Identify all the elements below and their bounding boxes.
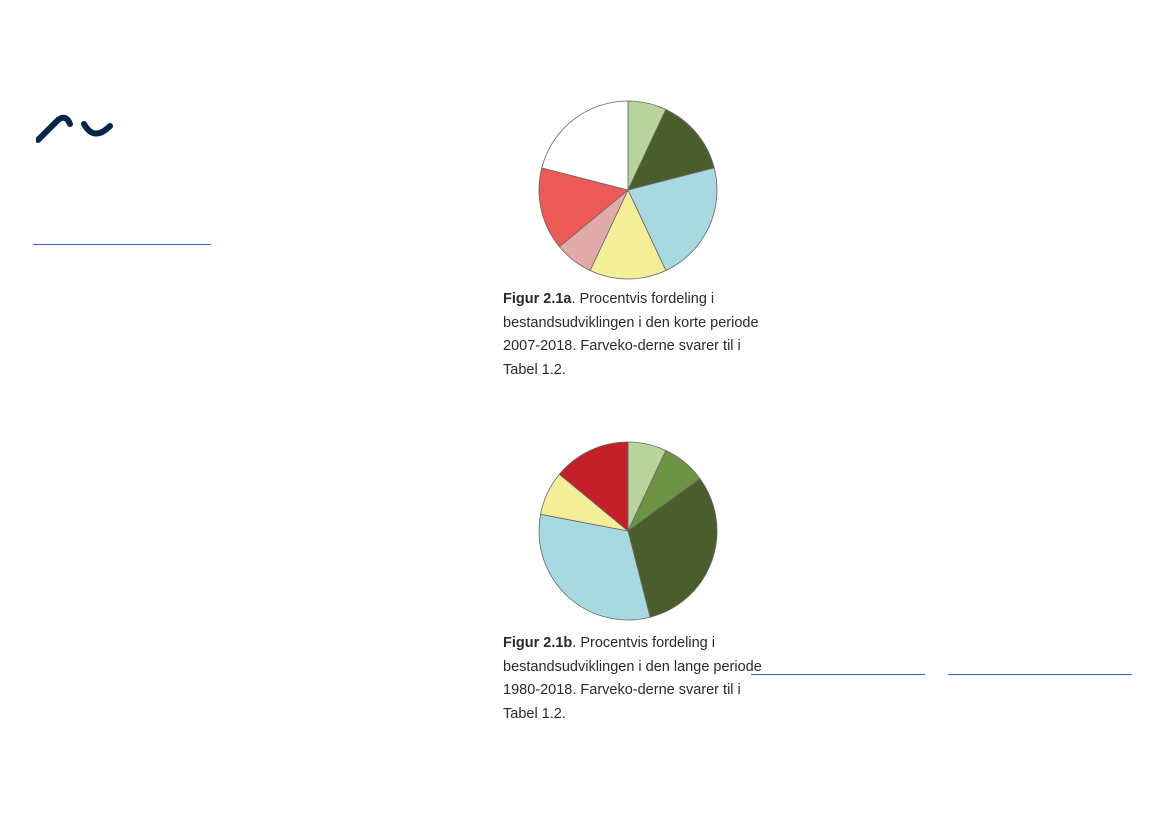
link-underline bbox=[33, 244, 211, 245]
caption-label: Figur 2.1b bbox=[503, 635, 573, 651]
link-underline bbox=[751, 674, 925, 675]
pie-chart-2-1a bbox=[530, 92, 726, 288]
pie-slice-4 bbox=[538, 513, 651, 621]
pie-chart-2-1b bbox=[530, 433, 726, 629]
pie-slice-6 bbox=[558, 441, 629, 532]
pie-chart-svg bbox=[538, 441, 718, 621]
caption-text: . Procentvis fordeling i bestandsudvikli… bbox=[503, 291, 759, 378]
pie-slice-4 bbox=[589, 189, 667, 280]
pie-slice-3 bbox=[627, 478, 718, 618]
caption-label: Figur 2.1a bbox=[503, 291, 572, 307]
au-wave-logo-icon bbox=[35, 114, 113, 143]
figure-caption: Figur 2.1a. Procentvis fordeling i besta… bbox=[503, 288, 763, 382]
pie-chart-svg bbox=[538, 100, 718, 280]
pie-slice-7 bbox=[541, 100, 629, 191]
figure-caption: Figur 2.1b. Procentvis fordeling i besta… bbox=[503, 632, 763, 726]
caption-text: . Procentvis fordeling i bestandsudvikli… bbox=[503, 635, 762, 722]
link-underline bbox=[948, 674, 1132, 675]
pie-slice-3 bbox=[627, 167, 718, 272]
pie-slice-2 bbox=[627, 108, 715, 191]
pie-slice-6 bbox=[538, 167, 629, 248]
au-logo bbox=[35, 112, 116, 149]
